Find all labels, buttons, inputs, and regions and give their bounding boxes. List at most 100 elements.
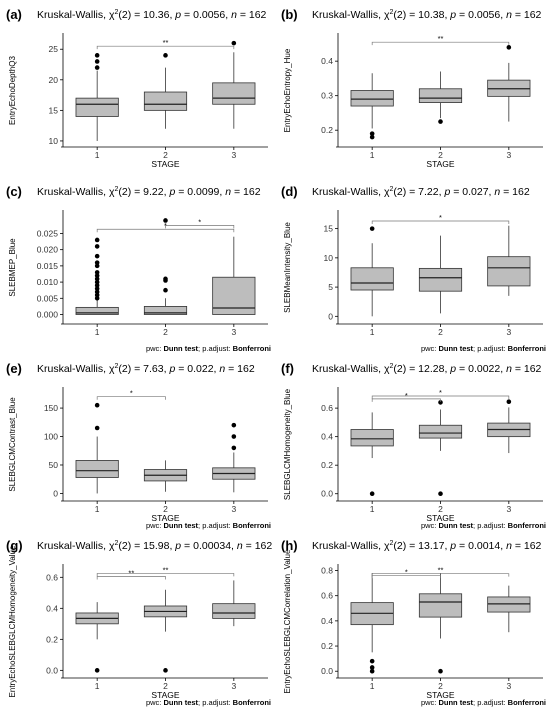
box-stage-2 [143, 218, 188, 315]
outlier-point [438, 668, 443, 674]
bracket-line [96, 45, 235, 50]
outlier-point [438, 119, 443, 124]
panel-label: (d) [281, 184, 298, 199]
box-iqr [350, 429, 394, 447]
outlier-point [369, 658, 375, 664]
box-stage-2 [418, 400, 463, 497]
x-tick-label: 2 [163, 504, 168, 514]
panel-label: (f) [281, 361, 294, 376]
x-axis-label: STAGE [151, 690, 180, 700]
y-tick-label: 0.3 [321, 91, 333, 101]
outlier-point [94, 253, 100, 259]
box-stage-1 [75, 237, 119, 315]
box-iqr [212, 82, 256, 105]
bracket-line [371, 220, 510, 225]
outlier-point [231, 40, 237, 46]
bracket-line [165, 224, 235, 229]
outlier-point [369, 668, 375, 674]
outlier-point [369, 134, 375, 140]
box-stage-1 [350, 412, 394, 497]
y-tick-label: 0 [53, 488, 58, 498]
box-stage-3 [487, 225, 531, 296]
outlier-point [94, 237, 100, 243]
box-iqr [212, 276, 256, 315]
x-tick-label: 1 [95, 150, 100, 160]
y-tick-label: 15 [324, 224, 334, 234]
panel-label: (h) [281, 538, 298, 553]
y-tick-label: 0.6 [321, 403, 333, 413]
x-tick-label: 2 [438, 327, 443, 337]
bracket-line [96, 396, 166, 400]
panel-label: (e) [6, 361, 22, 376]
y-tick-label: 0.015 [37, 261, 59, 271]
bracket-label: ** [128, 569, 134, 578]
y-tick-label: 0.2 [321, 460, 333, 470]
y-tick-label: 5 [328, 282, 333, 292]
y-tick-label: 0.2 [321, 641, 333, 651]
bracket-line [371, 41, 510, 46]
outlier-point [94, 263, 100, 269]
y-tick-label: 50 [49, 460, 59, 470]
bracket-label: ** [163, 38, 169, 47]
y-tick-label: 25 [49, 44, 59, 54]
y-tick-label: 0.000 [37, 310, 59, 320]
outlier-point [94, 244, 100, 249]
x-tick-label: 3 [231, 504, 236, 514]
y-axis-label: EntryEchoDepthQ3 [8, 55, 17, 124]
outlier-point [506, 399, 512, 405]
panel-f: (f) Kruskal-Wallis, χ2(2) = 12.28, p = 0.… [281, 361, 546, 530]
outlier-point [94, 425, 100, 431]
chart-title: Kruskal-Wallis, χ2(2) = 10.38, p = 0.005… [312, 9, 542, 21]
outlier-point [231, 422, 237, 428]
outlier-point [369, 226, 375, 231]
box-stage-1 [350, 573, 394, 674]
pwc-note: pwc: Dunn test; p.adjust: Bonferroni [146, 698, 271, 707]
bracket-line [96, 228, 235, 233]
x-tick-label: 1 [370, 150, 375, 160]
box-stage-2 [418, 573, 463, 674]
x-tick-label: 3 [506, 150, 511, 160]
x-tick-label: 2 [163, 327, 168, 337]
y-axis-label: SLEBMeanIntensity_Blue [283, 222, 292, 313]
outlier-point [94, 279, 100, 285]
outlier-point [369, 665, 375, 670]
box-iqr [418, 88, 463, 103]
significance-bracket: * [165, 217, 235, 229]
outlier-point [94, 286, 100, 291]
x-tick-label: 2 [163, 681, 168, 691]
chart-title: Kruskal-Wallis, χ2(2) = 7.22, p = 0.027,… [312, 186, 530, 198]
box-iqr [350, 267, 394, 291]
x-tick-label: 2 [438, 150, 443, 160]
box-stage-1 [75, 53, 119, 141]
y-tick-label: 0.6 [46, 572, 58, 582]
y-axis-label: EntryEchoEntropy_Hue [283, 48, 292, 132]
bracket-line [96, 573, 235, 577]
panel-h: (h) Kruskal-Wallis, χ2(2) = 13.17, p = 0.… [281, 538, 546, 707]
outlier-point [94, 276, 100, 282]
x-tick-label: 3 [231, 681, 236, 691]
box-stage-1 [75, 602, 119, 673]
box-stage-3 [487, 585, 531, 633]
outlier-point [369, 131, 375, 136]
outlier-point [94, 402, 100, 408]
bracket-label: ** [438, 566, 444, 575]
outlier-point [369, 491, 375, 497]
panel-g: (g) Kruskal-Wallis, χ2(2) = 15.98, p = 0.… [6, 538, 272, 707]
box-stage-2 [143, 53, 188, 129]
x-tick-label: 3 [506, 681, 511, 691]
bracket-label: ** [438, 34, 444, 43]
chart-title: Kruskal-Wallis, χ2(2) = 9.22, p = 0.0099… [37, 186, 261, 198]
x-axis-label: STAGE [426, 513, 455, 523]
y-tick-label: 0.4 [46, 603, 58, 613]
x-tick-label: 3 [506, 327, 511, 337]
pwc-note: pwc: Dunn test; p.adjust: Bonferroni [146, 344, 271, 353]
bracket-label: * [405, 567, 408, 576]
panel-a: (a) Kruskal-Wallis, χ2(2) = 10.36, p = 0.… [6, 7, 268, 169]
x-tick-label: 1 [95, 504, 100, 514]
y-tick-label: 0.8 [321, 566, 333, 576]
box-stage-1 [350, 73, 394, 140]
y-tick-label: 100 [44, 432, 58, 442]
x-tick-label: 1 [95, 681, 100, 691]
x-tick-label: 1 [95, 327, 100, 337]
